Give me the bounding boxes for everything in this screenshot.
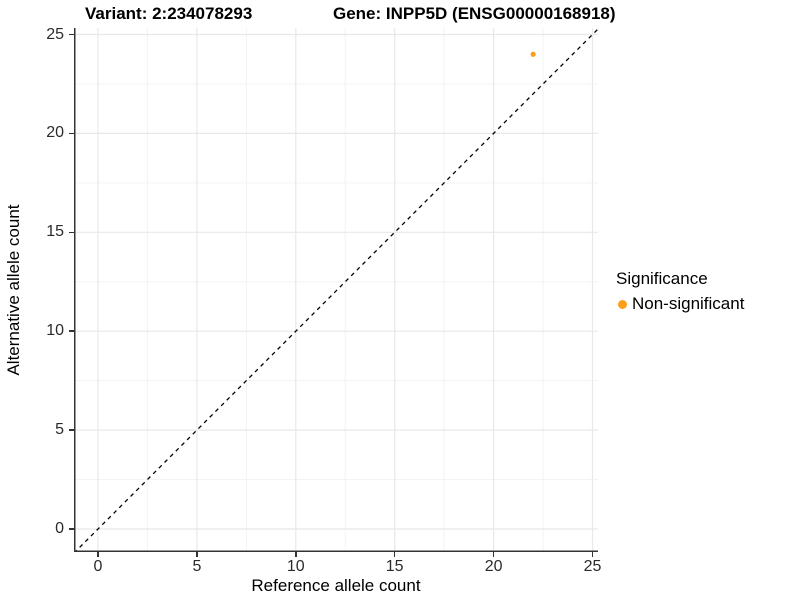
x-tick-label: 25 — [583, 558, 602, 575]
x-tick-mark — [97, 552, 99, 557]
x-tick-label: 10 — [286, 558, 305, 575]
legend-title: Significance — [616, 269, 708, 288]
y-tick-label: 5 — [55, 421, 64, 439]
plot-area-svg — [74, 28, 598, 552]
y-tick-mark — [69, 132, 74, 135]
x-tick-mark — [295, 552, 297, 557]
data-point — [530, 51, 536, 57]
legend-point-icon — [618, 299, 627, 309]
y-tick-label: 0 — [55, 520, 64, 537]
x-tick-mark — [393, 552, 396, 557]
y-tick-label: 15 — [46, 223, 64, 241]
y-tick-mark — [69, 330, 74, 332]
y-tick-mark — [69, 429, 74, 431]
x-tick-mark — [591, 552, 594, 557]
y-tick-label: 10 — [46, 322, 64, 340]
legend-item-label: Non-significant — [632, 294, 745, 313]
plot-panel — [74, 28, 598, 552]
y-tick-mark — [69, 231, 74, 234]
x-axis-title: Reference allele count — [251, 576, 421, 595]
legend: Significance Non-significant — [616, 269, 744, 314]
x-tick-label: 0 — [93, 558, 103, 575]
legend-item: Non-significant — [616, 294, 744, 314]
y-axis-title: Alternative allele count — [4, 204, 23, 376]
x-tick-label: 5 — [192, 558, 202, 575]
y-tick-label: 20 — [46, 124, 64, 142]
y-tick-mark — [69, 33, 74, 36]
x-tick-mark — [196, 552, 198, 557]
x-tick-label: 15 — [385, 558, 404, 575]
plot-title-gene: Gene: INPP5D (ENSG00000168918) — [333, 4, 616, 23]
y-tick-mark — [69, 528, 74, 530]
plot-title-variant: Variant: 2:234078293 — [85, 4, 253, 23]
y-tick-label: 25 — [46, 25, 64, 43]
identity-dashed-line — [74, 28, 598, 552]
x-tick-label: 20 — [484, 558, 503, 575]
x-tick-mark — [492, 552, 495, 557]
